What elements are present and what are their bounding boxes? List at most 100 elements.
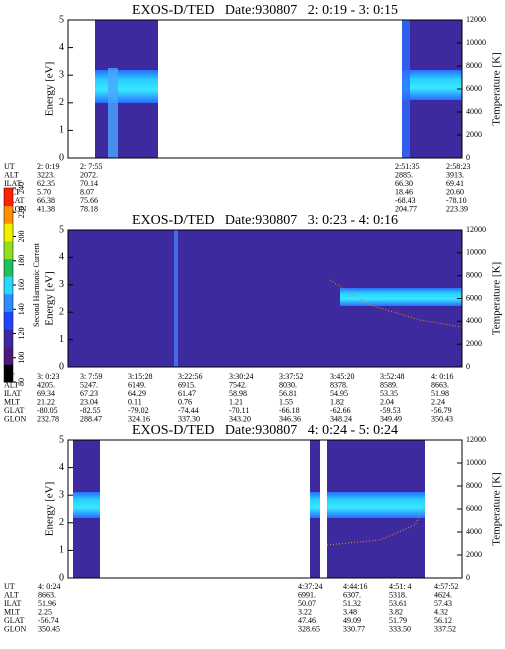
y-tick-label: 5 [59,14,64,25]
spectrogram-band [95,70,158,103]
y2-tick-label: 12000 [466,435,486,444]
ephemeris-cell: 3913. [446,170,464,179]
spectrogram-band [73,492,100,518]
y2-tick-label: 0 [466,153,470,162]
ephemeris-cell: 8589. [380,380,398,389]
ephemeris-cell: 51.96 [38,599,56,608]
ephemeris-cell: -59.53 [380,406,401,415]
ephemeris-row-label: GLAT [4,196,25,205]
y-tick-label: 2 [59,97,64,108]
ephemeris-row-label: ILAT [4,599,21,608]
colorbar-segment [4,205,13,224]
ephemeris-cell: 4: 0:24 [38,582,60,591]
y2-tick-label: 6000 [466,84,482,93]
ephemeris-cell: 346.36 [279,414,301,423]
y2-tick-label: 12000 [466,225,486,234]
ephemeris-cell: -66.18 [279,406,300,415]
y-tick-label: 5 [59,434,64,445]
ephemeris-cell: 3:15:28 [128,372,152,381]
ephemeris-cell: 6307. [343,590,361,599]
y2-tick-label: 6000 [466,293,482,302]
ephemeris-cell: 3:45:20 [330,372,354,381]
y-tick-label: 1 [59,125,64,136]
ephemeris-cell: 70.14 [80,179,98,188]
colorbar-tick-label: 120 [17,328,26,340]
y2-tick-label: 8000 [466,481,482,490]
ephemeris-cell: 337.52 [434,624,456,633]
ephemeris-cell: 6991. [298,590,316,599]
y-tick-label: 2 [59,306,64,317]
ephemeris-cell: -56.74 [38,616,59,625]
ephemeris-cell: 2:58:23 [446,162,470,171]
ephemeris-cell: 67.23 [80,389,98,398]
ephemeris-cell: 61.47 [178,389,196,398]
ephemeris-cell: 51.98 [431,389,449,398]
ephemeris-cell: 4: 0:16 [431,372,453,381]
y-tick-label: 0 [59,152,64,163]
y2-tick-label: 0 [466,362,470,371]
y2-axis-label: Temperature [K] [491,472,503,545]
ephemeris-cell: 64.29 [128,389,146,398]
ephemeris-cell: 223.39 [446,204,468,213]
ephemeris-cell: 8.07 [80,187,94,196]
ephemeris-cell: 78.18 [80,204,98,213]
ephemeris-cell: 56.81 [279,389,297,398]
ephemeris-cell: 53.35 [380,389,398,398]
ephemeris-cell: 4:44:16 [343,582,367,591]
y-axis-label: Energy [eV] [44,271,56,325]
ephemeris-cell: 41.38 [37,204,55,213]
y-tick-label: 2 [59,517,64,528]
ephemeris-cell: 349.49 [380,414,402,423]
colorbar-segment [4,346,13,365]
ephemeris-cell: 18.46 [395,187,413,196]
ephemeris-cell: 8030. [279,380,297,389]
colorbar-tick-label: 160 [17,279,26,291]
colorbar-segment [4,188,13,207]
ephemeris-cell: 2.04 [380,397,394,406]
ephemeris-cell: 324.16 [128,414,150,423]
spectrogram-band [310,492,320,518]
spectrogram-band [402,70,462,100]
ephemeris-cell: 49.09 [343,616,361,625]
ephemeris-cell: 54.95 [330,389,348,398]
ephemeris-cell: 2072. [80,170,98,179]
y-tick-label: 5 [59,224,64,235]
y-tick-label: 1 [59,334,64,345]
ephemeris-cell: -62.66 [330,406,351,415]
ephemeris-cell: 69.41 [446,179,464,188]
ephemeris-row-label: GLAT [4,406,25,415]
ephemeris-cell: 4624. [434,590,452,599]
colorbar-segment [4,293,13,312]
ephemeris-cell: 3.82 [389,607,403,616]
colorbar-segment [4,276,13,295]
colorbar-tick-label: 140 [17,303,26,315]
ephemeris-cell: 3:37:52 [279,372,303,381]
colorbar-segment [4,258,13,277]
colorbar-tick-label: 180 [17,255,26,267]
ephemeris-row-label: ILAT [4,389,21,398]
ephemeris-cell: 3: 0:23 [37,372,59,381]
colorbar-tick-label: 200 [17,231,26,243]
ephemeris-cell: 3223. [37,170,55,179]
y2-tick-label: 2000 [466,550,482,559]
ephemeris-cell: 3: 7:59 [80,372,102,381]
y2-tick-label: 10000 [466,458,486,467]
y2-tick-label: 12000 [466,15,486,24]
y2-tick-label: 6000 [466,504,482,513]
ephemeris-cell: -78.10 [446,196,467,205]
ephemeris-cell: 232.78 [37,414,59,423]
ephemeris-row-label: ALT [4,170,19,179]
ephemeris-cell: 8378. [330,380,348,389]
ephemeris-cell: 2: 7:55 [80,162,102,171]
ephemeris-cell: 2: 0:19 [37,162,59,171]
panel-title: EXOS-D/TED Date:930807 3: 0:23 - 4: 0:16 [132,213,398,228]
temperature-trace [329,279,463,328]
spectrogram-band [340,288,462,306]
ephemeris-cell: 57.43 [434,599,452,608]
y2-axis-label: Temperature [K] [491,262,503,335]
y2-tick-label: 4000 [466,316,482,325]
ephemeris-cell: 337.30 [178,414,200,423]
ephemeris-cell: -82.55 [80,406,101,415]
ephemeris-cell: 4:51: 4 [389,582,411,591]
ephemeris-cell: -79.02 [128,406,149,415]
